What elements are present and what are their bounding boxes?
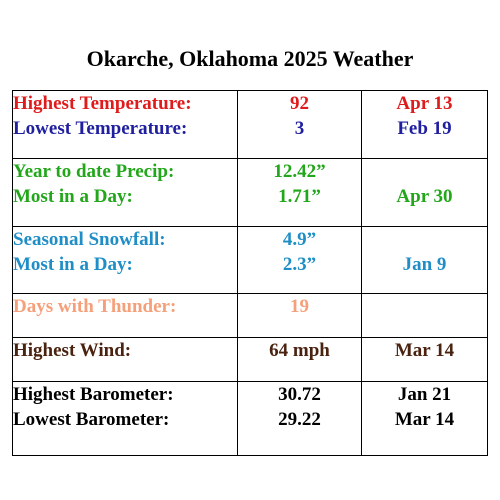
temperature-dates-cell: Apr 13 Feb 19 (361, 90, 488, 159)
highest-wind-date: Mar 14 (394, 340, 455, 361)
precip-most-in-day-label: Most in a Day: (13, 186, 133, 207)
thunder-label-cell: Days with Thunder: (12, 293, 238, 338)
highest-temperature-label: Highest Temperature: (13, 93, 192, 114)
barometer-values-cell: 30.72 29.22 (237, 381, 362, 456)
barometer-labels-cell: Highest Barometer: Lowest Barometer: (12, 381, 238, 456)
lowest-temperature-date: Feb 19 (397, 118, 452, 139)
table-row-snowfall: Seasonal Snowfall: Most in a Day: 4.9” 2… (12, 226, 488, 294)
barometer-dates-cell: Jan 21 Mar 14 (361, 381, 488, 456)
seasonal-snowfall-date (362, 227, 487, 252)
lowest-barometer-value: 29.22 (278, 409, 321, 430)
snow-values-cell: 4.9” 2.3” (237, 226, 362, 294)
table-row-thunder: Days with Thunder: 19 (12, 293, 488, 338)
precip-most-in-day-value: 1.71” (278, 186, 321, 207)
snow-dates-cell: Jan 9 (361, 226, 488, 294)
wind-value-cell: 64 mph (237, 337, 362, 382)
precip-most-in-day-date: Apr 30 (396, 186, 453, 207)
snow-most-in-day-label: Most in a Day: (13, 254, 133, 275)
ytd-precip-value: 12.42” (273, 161, 326, 182)
table-row-barometer: Highest Barometer: Lowest Barometer: 30.… (12, 381, 488, 456)
lowest-barometer-label: Lowest Barometer: (13, 409, 170, 430)
seasonal-snowfall-value: 4.9” (282, 229, 317, 250)
precip-dates-cell: Apr 30 (361, 158, 488, 227)
thunder-value-cell: 19 (237, 293, 362, 338)
wind-date-cell: Mar 14 (361, 337, 488, 382)
snow-most-in-day-value: 2.3” (282, 254, 317, 275)
days-with-thunder-label: Days with Thunder: (13, 296, 177, 317)
highest-wind-value: 64 mph (269, 340, 330, 361)
lowest-temperature-value: 3 (294, 118, 305, 139)
seasonal-snowfall-label: Seasonal Snowfall: (13, 229, 166, 250)
precip-values-cell: 12.42” 1.71” (237, 158, 362, 227)
lowest-barometer-date: Mar 14 (394, 409, 455, 430)
days-with-thunder-date (362, 294, 487, 319)
weather-records-table: Highest Temperature: Lowest Temperature:… (12, 90, 488, 456)
ytd-precip-date (362, 159, 487, 184)
temperature-labels-cell: Highest Temperature: Lowest Temperature: (12, 90, 238, 159)
temperature-values-cell: 92 3 (237, 90, 362, 159)
wind-label-cell: Highest Wind: (12, 337, 238, 382)
highest-barometer-label: Highest Barometer: (13, 384, 174, 405)
snow-most-in-day-date: Jan 9 (402, 254, 447, 275)
highest-temperature-date: Apr 13 (396, 93, 453, 114)
page-title: Okarche, Oklahoma 2025 Weather (86, 46, 414, 71)
table-row-precipitation: Year to date Precip: Most in a Day: 12.4… (12, 158, 488, 227)
snow-labels-cell: Seasonal Snowfall: Most in a Day: (12, 226, 238, 294)
table-row-wind: Highest Wind: 64 mph Mar 14 (12, 337, 488, 382)
precip-labels-cell: Year to date Precip: Most in a Day: (12, 158, 238, 227)
days-with-thunder-value: 19 (290, 296, 309, 317)
highest-temperature-value: 92 (290, 93, 309, 114)
highest-barometer-date: Jan 21 (397, 384, 452, 405)
highest-barometer-value: 30.72 (278, 384, 321, 405)
lowest-temperature-label: Lowest Temperature: (13, 118, 188, 139)
ytd-precip-label: Year to date Precip: (13, 161, 175, 182)
table-row-temperature: Highest Temperature: Lowest Temperature:… (12, 90, 488, 159)
highest-wind-label: Highest Wind: (13, 340, 132, 361)
thunder-date-cell (361, 293, 488, 338)
